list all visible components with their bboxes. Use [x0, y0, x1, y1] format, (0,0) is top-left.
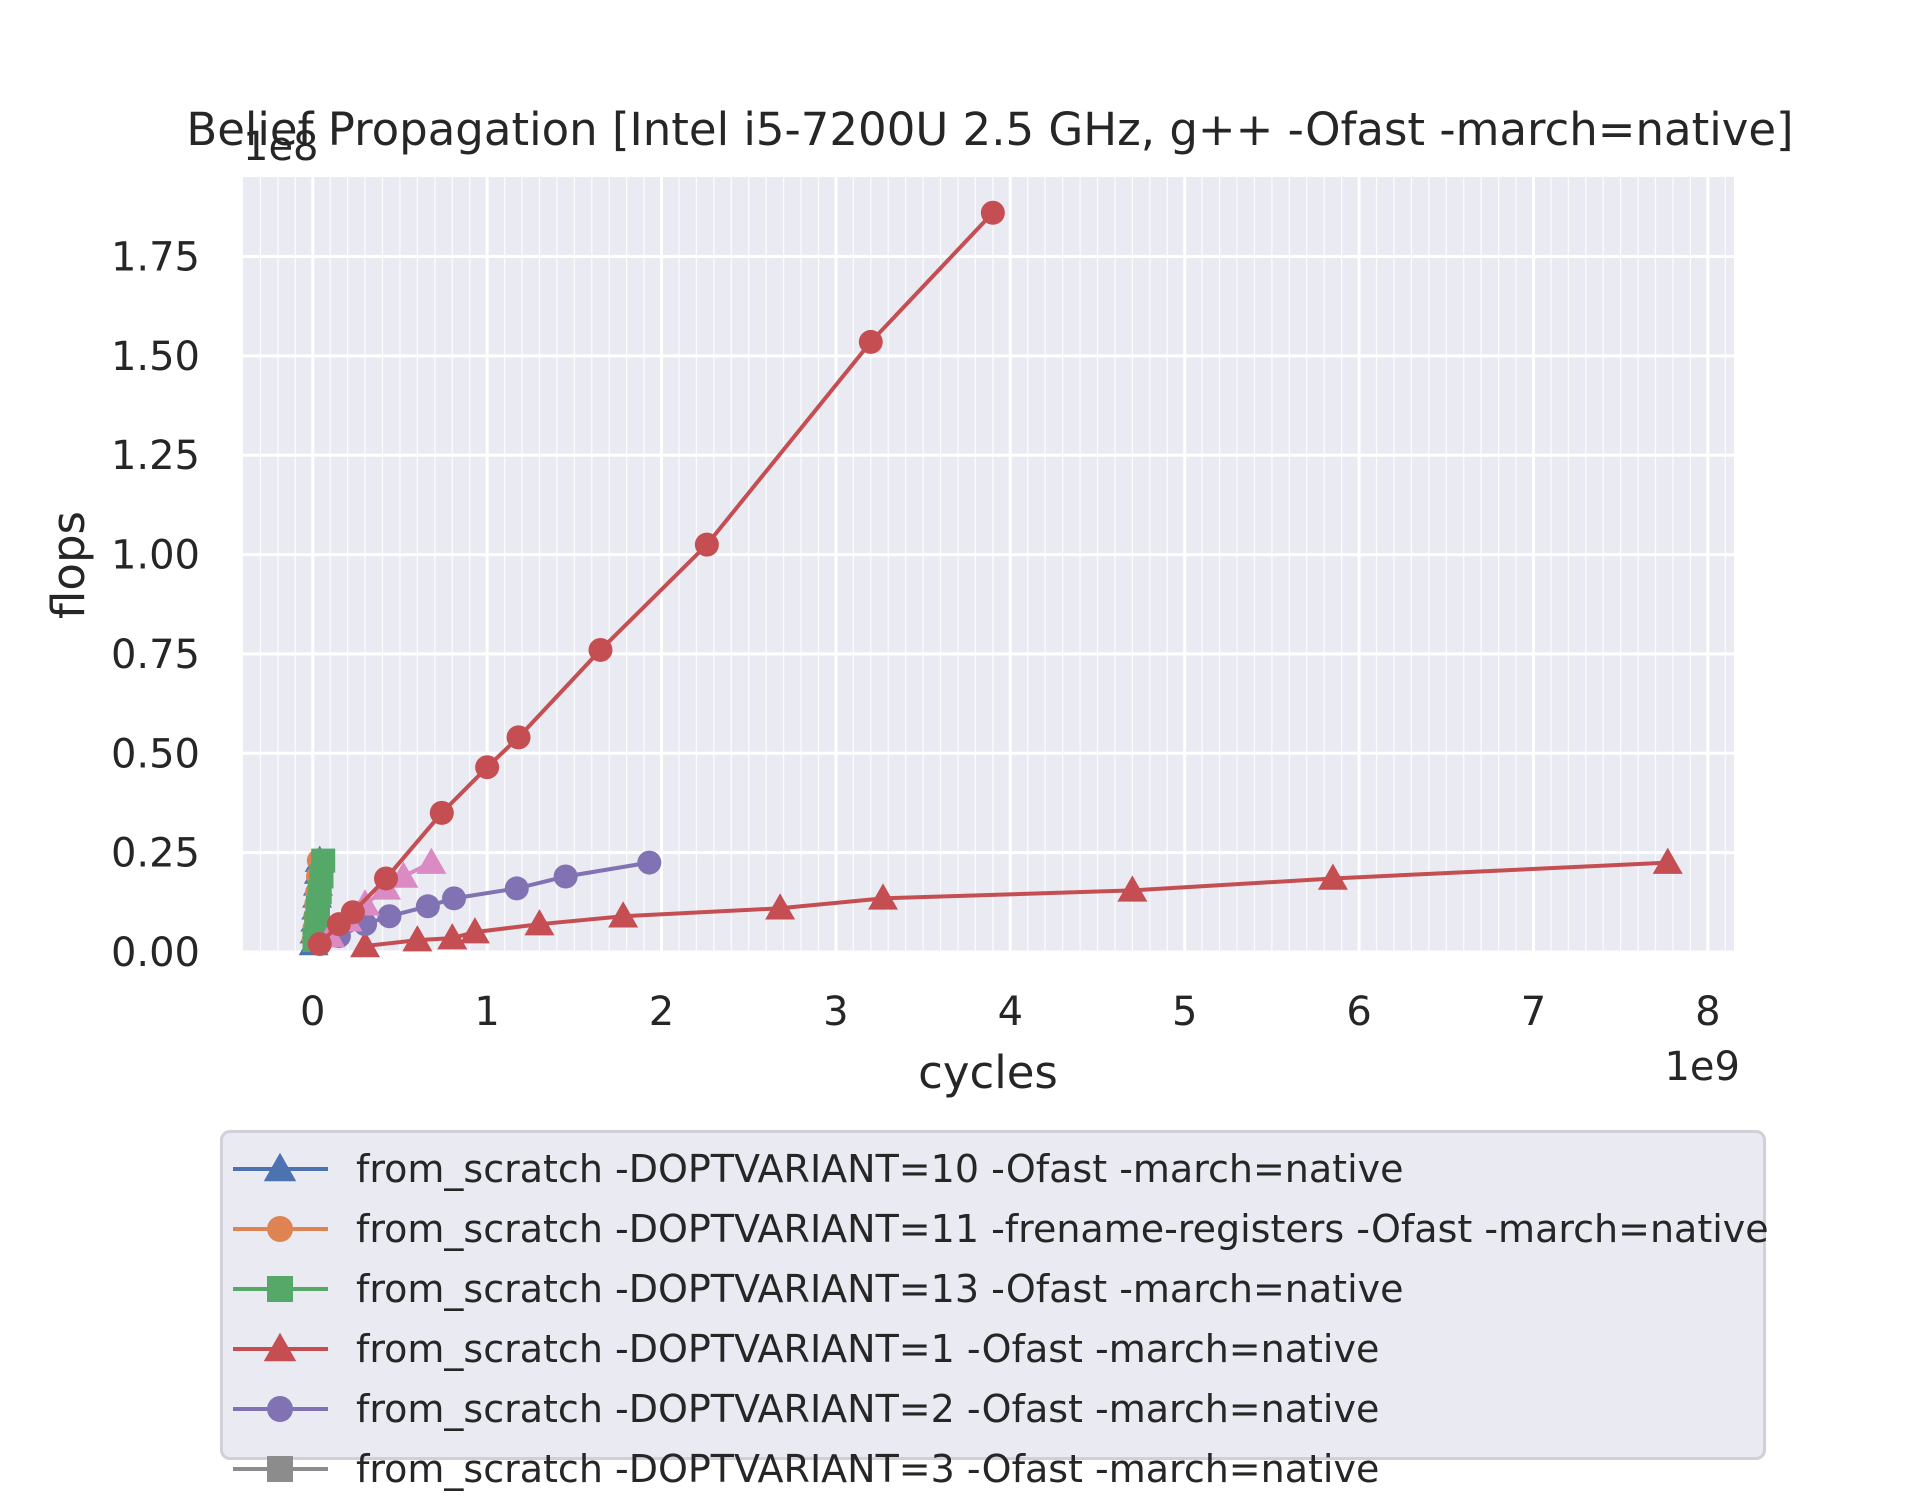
data-point — [475, 755, 500, 780]
legend-swatch-4 — [233, 1396, 328, 1422]
series-layer — [298, 200, 1683, 958]
x-axis-label: cycles — [918, 1046, 1058, 1099]
legend-item: from_scratch -DOPTVARIANT=2 -Ofast -marc… — [233, 1381, 1379, 1437]
data-point — [504, 876, 529, 901]
data-point — [442, 886, 467, 911]
y-offset-label: 1e8 — [243, 124, 319, 170]
data-point — [429, 800, 454, 825]
data-point — [858, 329, 883, 354]
legend-swatch-3 — [233, 1332, 328, 1362]
legend-item: from_scratch -DOPTVARIANT=10 -Ofast -mar… — [233, 1141, 1404, 1197]
chart: 0 1 2 3 4 5 6 7 8 0.00 0.25 0.50 0.75 1.00 1.25 1.50 1.7… — [42, 103, 1794, 1099]
y-tick-label: 0.75 — [111, 632, 200, 678]
legend-marker — [263, 1152, 297, 1182]
series — [350, 847, 1683, 958]
legend-swatch-2 — [233, 1276, 328, 1302]
plot-area — [243, 177, 1734, 952]
x-tick-label: 7 — [1521, 989, 1546, 1035]
legend-swatch-5 — [233, 1456, 328, 1482]
data-point — [608, 901, 639, 928]
legend-swatch-0 — [233, 1152, 328, 1182]
data-point — [350, 931, 381, 958]
data-point — [415, 894, 440, 919]
data-point — [311, 848, 336, 873]
y-tick-label: 1.00 — [111, 533, 200, 579]
data-point — [307, 932, 332, 957]
legend-item: from_scratch -DOPTVARIANT=1 -Ofast -marc… — [233, 1321, 1379, 1377]
grid — [243, 177, 1734, 954]
x-offset-label: 1e9 — [1664, 1044, 1740, 1090]
x-tick-label: 4 — [998, 989, 1023, 1035]
data-point — [588, 637, 613, 662]
data-point — [459, 917, 490, 944]
y-tick-label: 0.25 — [111, 831, 200, 877]
data-point — [402, 925, 433, 952]
y-axis-label: flops — [42, 511, 95, 619]
legend-item: from_scratch -DOPTVARIANT=3 -Ofast -marc… — [233, 1441, 1379, 1497]
legend-label: from_scratch -DOPTVARIANT=13 -Ofast -mar… — [356, 1267, 1404, 1311]
data-point — [524, 909, 555, 936]
x-tick-label: 2 — [649, 989, 674, 1035]
y-tick-label: 0.00 — [111, 930, 200, 976]
y-tick-label: 1.75 — [111, 234, 200, 280]
data-point — [1117, 875, 1148, 902]
data-point — [506, 725, 531, 750]
x-tick-label: 0 — [300, 989, 325, 1035]
y-tick-label: 1.50 — [111, 334, 200, 380]
x-tick-label: 8 — [1695, 989, 1720, 1035]
x-tick-label: 5 — [1172, 989, 1197, 1035]
legend-label: from_scratch -DOPTVARIANT=11 -frename-re… — [356, 1207, 1769, 1251]
legend-marker — [267, 1276, 293, 1302]
data-point — [416, 847, 447, 874]
data-point — [553, 864, 578, 889]
legend-marker — [267, 1216, 293, 1242]
x-tick-label: 6 — [1346, 989, 1371, 1035]
series — [307, 200, 1005, 957]
ticks: 0 1 2 3 4 5 6 7 8 0.00 0.25 0.50 0.75 1.00 1.25 1.50 1.7… — [111, 234, 1721, 1035]
data-point — [1317, 863, 1348, 890]
legend-swatch-1 — [233, 1216, 328, 1242]
legend-marker — [267, 1396, 293, 1422]
legend-label: from_scratch -DOPTVARIANT=2 -Ofast -marc… — [356, 1387, 1380, 1431]
data-point — [377, 904, 402, 929]
y-tick-label: 1.25 — [111, 433, 200, 479]
chart-title: Belief Propagation [Intel i5-7200U 2.5 G… — [186, 103, 1793, 156]
y-tick-label: 0.50 — [111, 731, 200, 777]
data-point — [340, 900, 365, 925]
legend-label: from_scratch -DOPTVARIANT=3 -Ofast -marc… — [356, 1447, 1380, 1491]
data-point — [980, 200, 1005, 225]
x-tick-label: 1 — [474, 989, 499, 1035]
legend-item: from_scratch -DOPTVARIANT=13 -Ofast -mar… — [233, 1261, 1404, 1317]
legend-label: from_scratch -DOPTVARIANT=10 -Ofast -mar… — [356, 1147, 1404, 1191]
data-point — [765, 893, 796, 920]
data-point — [694, 532, 719, 557]
legend: from_scratch -DOPTVARIANT=10 -Ofast -mar… — [220, 1130, 1769, 1491]
data-point — [867, 883, 898, 910]
legend-marker — [267, 1456, 293, 1482]
legend-label: from_scratch -DOPTVARIANT=1 -Ofast -marc… — [356, 1327, 1380, 1371]
data-point — [437, 923, 468, 950]
data-point — [373, 866, 398, 891]
x-tick-label: 3 — [823, 989, 848, 1035]
legend-marker — [263, 1332, 297, 1362]
data-point — [1652, 847, 1683, 874]
legend-item: from_scratch -DOPTVARIANT=11 -frename-re… — [233, 1201, 1769, 1257]
data-point — [637, 850, 662, 875]
